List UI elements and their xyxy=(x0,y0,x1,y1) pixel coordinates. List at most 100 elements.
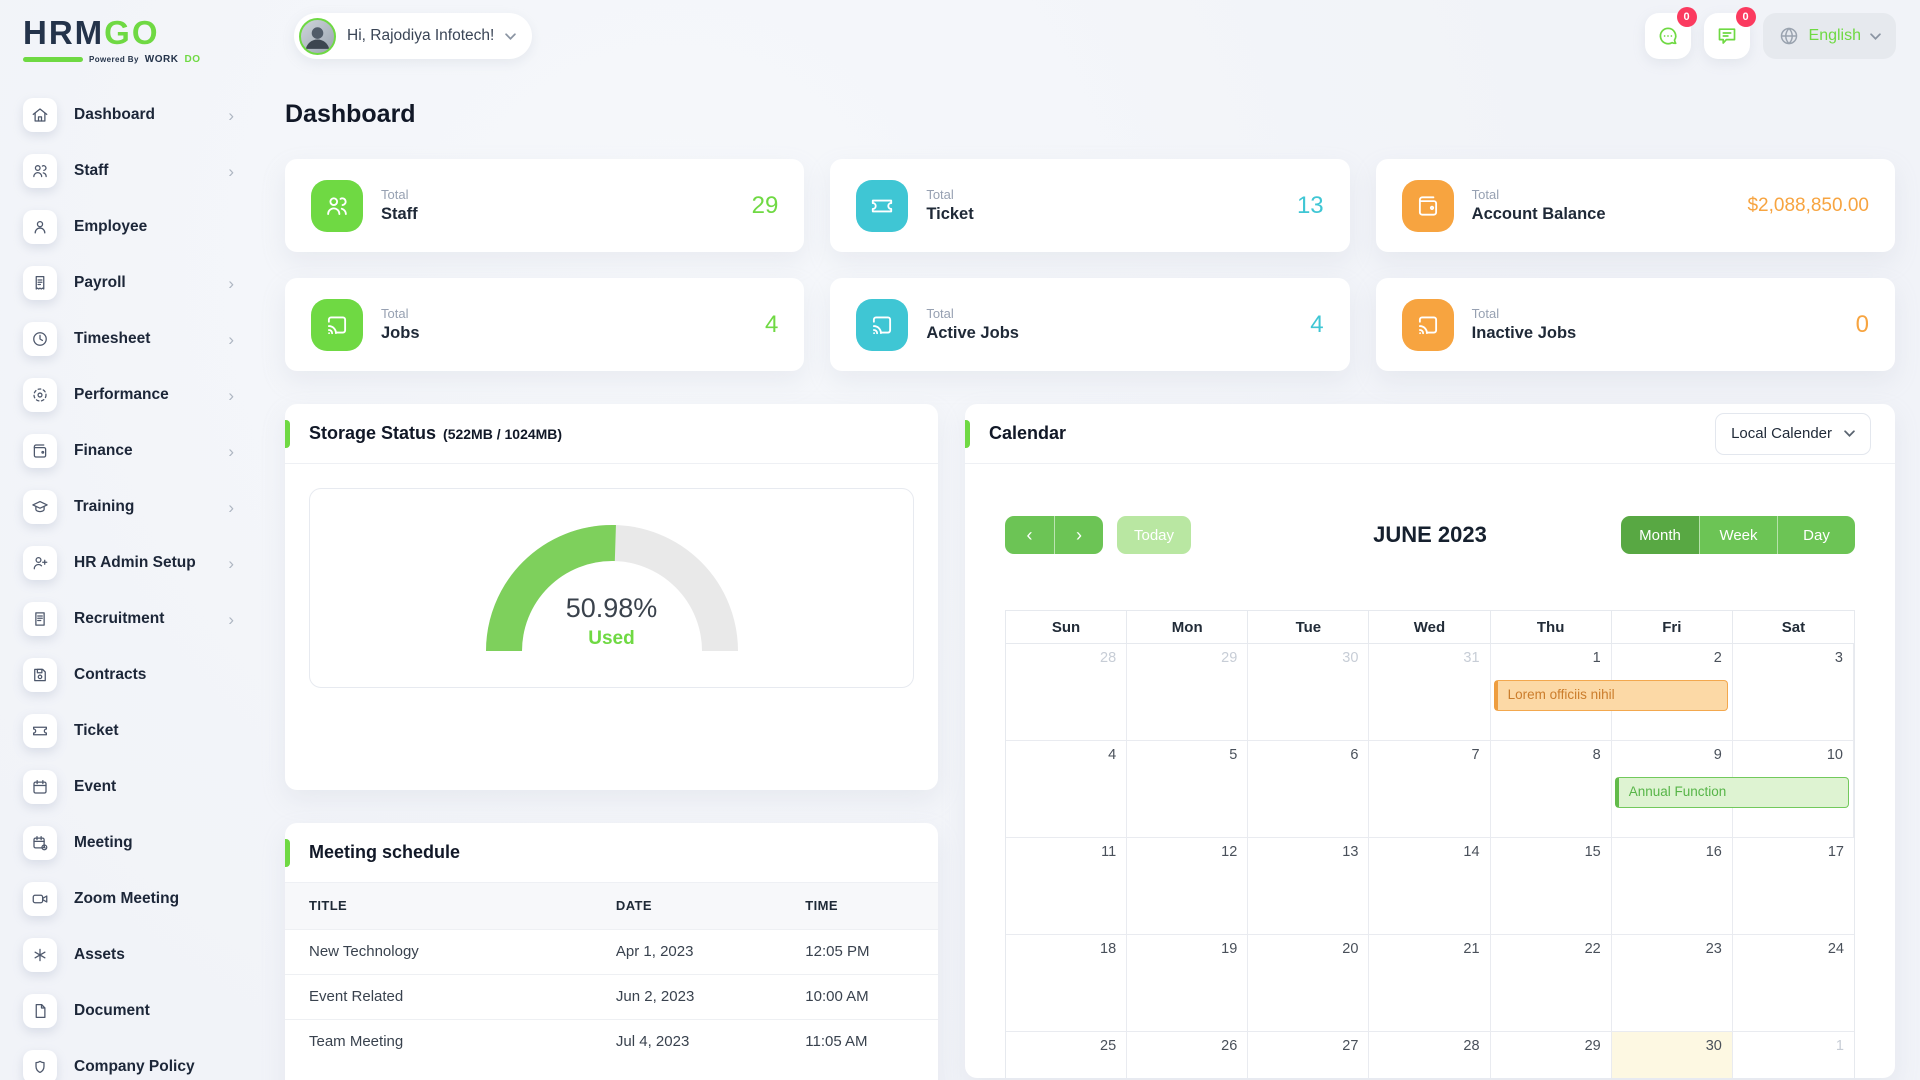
sidebar-item-staff[interactable]: Staff › xyxy=(23,143,252,199)
app-logo[interactable]: HRM GO Powered By WORK DO xyxy=(23,14,252,65)
calendar-next-button[interactable]: › xyxy=(1054,516,1103,554)
calendar-day-cell[interactable]: 14 xyxy=(1369,838,1491,935)
calendar-day-cell[interactable]: 25 xyxy=(1006,1032,1128,1078)
calendar-day-cell[interactable]: 22 xyxy=(1490,935,1612,1032)
calendar-day-cell[interactable]: 20 xyxy=(1248,935,1370,1032)
chevron-right-icon: › xyxy=(228,609,234,629)
sidebar-item-label: Company Policy xyxy=(74,1058,195,1075)
calendar-view-month[interactable]: Month xyxy=(1621,516,1699,554)
calendar-day-cell[interactable]: 17 xyxy=(1732,838,1854,935)
sidebar-item-employee[interactable]: Employee xyxy=(23,199,252,255)
meeting-table-body: New Technology Apr 1, 2023 12:05 PM Event R… xyxy=(285,928,938,1064)
chevron-right-icon: › xyxy=(228,161,234,181)
calendar-day-cell[interactable]: 28 xyxy=(1006,644,1128,741)
calendar-day-cell[interactable]: 3 xyxy=(1732,644,1854,741)
table-cell: Jul 4, 2023 xyxy=(591,1018,782,1064)
chevron-right-icon: › xyxy=(228,441,234,461)
sidebar-item-assets[interactable]: Assets xyxy=(23,927,252,983)
calendar-type-select[interactable]: Local Calender xyxy=(1715,412,1871,455)
sidebar-item-hr-admin-setup[interactable]: HR Admin Setup › xyxy=(23,535,252,591)
stat-card-jobs: Total Jobs 4 xyxy=(285,278,805,371)
calendar-day-cell[interactable]: 23 xyxy=(1611,935,1733,1032)
calendar-day-cell[interactable]: 18 xyxy=(1006,935,1128,1032)
calendar-day-cell[interactable]: 21 xyxy=(1369,935,1491,1032)
sidebar-item-zoom-meeting[interactable]: Zoom Meeting xyxy=(23,871,252,927)
stat-meta: Total Ticket xyxy=(926,187,1297,224)
sidebar-item-ticket[interactable]: Ticket xyxy=(23,703,252,759)
table-cell: New Technology xyxy=(285,928,592,974)
sidebar-item-label: Timesheet xyxy=(74,330,151,347)
stats-grid: Total Staff 29 Total Ticket 13 Total Account Ba… xyxy=(285,159,1895,371)
sidebar-item-dashboard[interactable]: Dashboard › xyxy=(23,87,252,143)
calendar-day-cell[interactable]: 16 xyxy=(1611,838,1733,935)
stat-prefix: Total xyxy=(381,187,409,202)
calendar-day-cell[interactable]: 13 xyxy=(1248,838,1370,935)
calendar-day-cell[interactable]: 1 xyxy=(1733,1032,1854,1078)
ticket-icon xyxy=(856,179,909,232)
storage-card-header: Storage Status (522MB / 1024MB) xyxy=(285,404,938,464)
ticket-icon xyxy=(23,714,57,748)
sidebar-item-performance[interactable]: Performance › xyxy=(23,367,252,423)
target-icon xyxy=(23,378,57,412)
calendar-prev-button[interactable]: ‹ xyxy=(1005,516,1054,554)
sidebar-item-document[interactable]: Document xyxy=(23,983,252,1039)
calendar-day-cell[interactable]: 7 xyxy=(1369,741,1491,838)
sidebar-item-event[interactable]: Event xyxy=(23,759,252,815)
sidebar-item-company-policy[interactable]: Company Policy xyxy=(23,1039,252,1080)
user-menu[interactable]: Hi, Rajodiya Infotech! xyxy=(294,13,533,59)
calendar-day-cell[interactable]: 8 xyxy=(1490,741,1612,838)
calendar-day-cell[interactable]: 27 xyxy=(1248,1032,1370,1078)
sidebar-item-contracts[interactable]: Contracts xyxy=(23,647,252,703)
calendar-day-cell[interactable]: 12 xyxy=(1127,838,1249,935)
chevron-right-icon: › xyxy=(228,497,234,517)
calendar-day-cell[interactable]: 19 xyxy=(1127,935,1249,1032)
sidebar-item-timesheet[interactable]: Timesheet › xyxy=(23,311,252,367)
calendar-day-cell[interactable]: 31 xyxy=(1369,644,1491,741)
calendar-day-cell[interactable]: 2 xyxy=(1611,644,1733,741)
calendar-today-button[interactable]: Today xyxy=(1117,516,1191,554)
calendar-event[interactable]: Lorem officiis nihil xyxy=(1493,680,1728,711)
calendar-day-cell[interactable]: 11 xyxy=(1006,838,1128,935)
logo-text-hrm: HRM xyxy=(23,14,105,51)
calendar-day-cell[interactable]: 4 xyxy=(1006,741,1128,838)
table-cell: Jun 2, 2023 xyxy=(591,973,782,1019)
calendar-day-cell[interactable]: 29 xyxy=(1491,1032,1612,1078)
calendar-day-cell[interactable]: 6 xyxy=(1248,741,1370,838)
message-badge: 0 xyxy=(1735,7,1756,27)
meeting-column-header: DATE xyxy=(591,883,782,929)
stat-card-inactive-jobs: Total Inactive Jobs 0 xyxy=(1375,278,1895,371)
stat-meta: Total Active Jobs xyxy=(926,306,1310,343)
calendar-day-cell[interactable]: 15 xyxy=(1490,838,1612,935)
calendar-day-cell[interactable]: 26 xyxy=(1127,1032,1249,1078)
calendar-grid-body: 28 29 30 31 1 2 3 Lorem officiis nihil 4 5 6 7 8 9 10 A… xyxy=(1006,644,1854,1078)
calendar-day-cell[interactable]: 10 xyxy=(1732,741,1854,838)
calendar-day-cell[interactable]: 30 xyxy=(1611,1032,1733,1078)
stat-value: 4 xyxy=(1310,310,1324,338)
calendar-day-cell[interactable]: 30 xyxy=(1248,644,1370,741)
sidebar-item-label: Training xyxy=(74,498,135,515)
sidebar-item-meeting[interactable]: Meeting xyxy=(23,815,252,871)
sidebar-item-training[interactable]: Training › xyxy=(23,479,252,535)
calendar-event[interactable]: Annual Function xyxy=(1614,777,1849,808)
calendar-day-cell[interactable]: 29 xyxy=(1127,644,1249,741)
asterisk-icon xyxy=(23,938,57,972)
storage-title: Storage Status xyxy=(309,423,437,443)
main-content: Dashboard Total Staff 29 Total Ticket 13 Total… xyxy=(285,72,1895,1080)
message-notifications-button[interactable]: 0 xyxy=(1703,7,1756,59)
calendar-day-cell[interactable]: 5 xyxy=(1127,741,1249,838)
weekday-label: Tue xyxy=(1248,611,1370,644)
sidebar-item-label: Finance xyxy=(74,442,133,459)
chat-notifications-button[interactable]: 0 xyxy=(1644,7,1697,59)
sidebar-item-payroll[interactable]: Payroll › xyxy=(23,255,252,311)
disk-icon xyxy=(23,658,57,692)
language-selector[interactable]: English xyxy=(1762,13,1896,59)
shield-icon xyxy=(23,1050,57,1080)
sidebar-item-finance[interactable]: Finance › xyxy=(23,423,252,479)
calendar-day-cell[interactable]: 28 xyxy=(1369,1032,1491,1078)
calendar-view-day[interactable]: Day xyxy=(1777,516,1855,554)
calendar-view-week[interactable]: Week xyxy=(1699,516,1777,554)
stat-card-ticket: Total Ticket 13 xyxy=(830,159,1350,252)
sidebar-item-label: Document xyxy=(74,1002,150,1019)
calendar-day-cell[interactable]: 24 xyxy=(1732,935,1854,1032)
sidebar-item-recruitment[interactable]: Recruitment › xyxy=(23,591,252,647)
